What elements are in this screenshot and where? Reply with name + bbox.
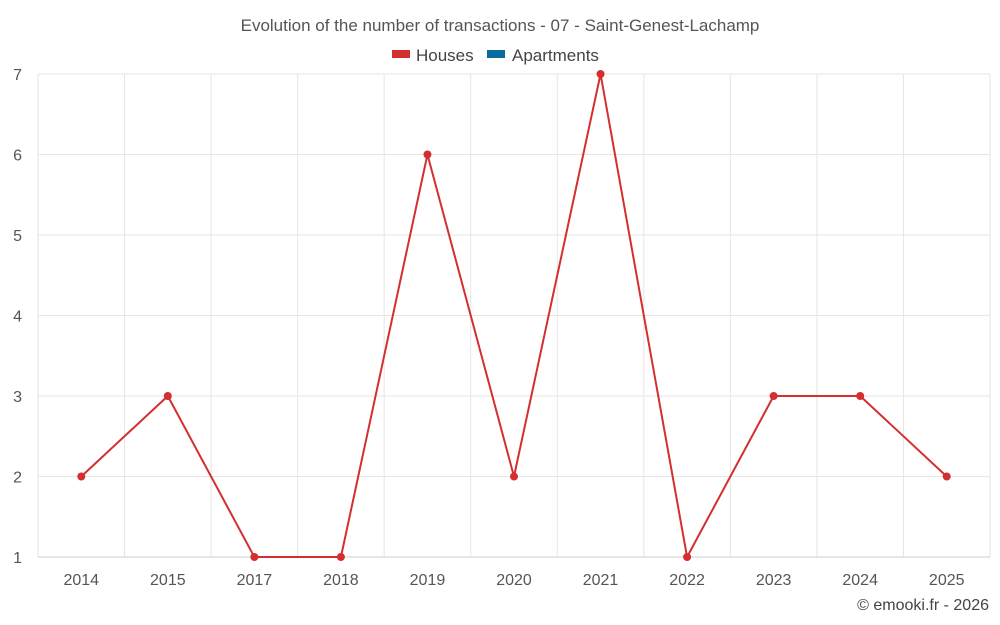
x-tick-label: 2019 [410,572,446,589]
houses-point[interactable] [510,472,518,481]
y-tick-label: 5 [13,228,22,245]
grid [37,73,991,557]
x-tick-label: 2021 [583,572,619,589]
legend: Houses Apartments [392,46,599,65]
houses-point[interactable] [336,553,345,561]
legend-label-houses[interactable]: Houses [416,46,474,65]
axes: 1 2 3 4 5 6 7 2014 2015 2017 2018 2019 2020 2021 2022 2… [13,67,990,589]
legend-swatch-apartments [487,50,505,58]
legend-label-apartments[interactable]: Apartments [512,46,599,65]
houses-point[interactable] [769,392,778,400]
y-tick-label: 4 [13,309,22,326]
houses-point[interactable] [163,392,172,400]
x-tick-label: 2022 [669,572,705,589]
houses-point[interactable] [683,553,692,561]
y-tick-label: 6 [13,148,22,165]
chart-title: Evolution of the number of transactions … [241,16,760,35]
x-tick-label: 2018 [323,572,359,589]
houses-point[interactable] [423,150,432,159]
x-tick-label: 2025 [929,572,965,589]
y-tick-label: 2 [13,470,22,487]
y-tick-label: 7 [13,67,22,84]
x-tick-label: 2015 [150,572,186,589]
houses-point[interactable] [856,392,865,400]
series-houses [77,70,951,561]
houses-point[interactable] [250,553,259,561]
x-tick-label: 2014 [63,572,99,589]
y-tick-label: 3 [13,389,22,406]
y-tick-label: 1 [13,550,22,567]
credit-text: © emooki.fr - 2026 [857,597,989,614]
houses-point[interactable] [77,472,86,481]
x-tick-label: 2024 [842,572,878,589]
x-tick-label: 2020 [496,572,532,589]
x-tick-label: 2023 [756,572,792,589]
houses-point[interactable] [596,70,605,78]
legend-swatch-houses [392,50,410,58]
x-tick-label: 2017 [237,572,273,589]
houses-point[interactable] [942,472,951,481]
